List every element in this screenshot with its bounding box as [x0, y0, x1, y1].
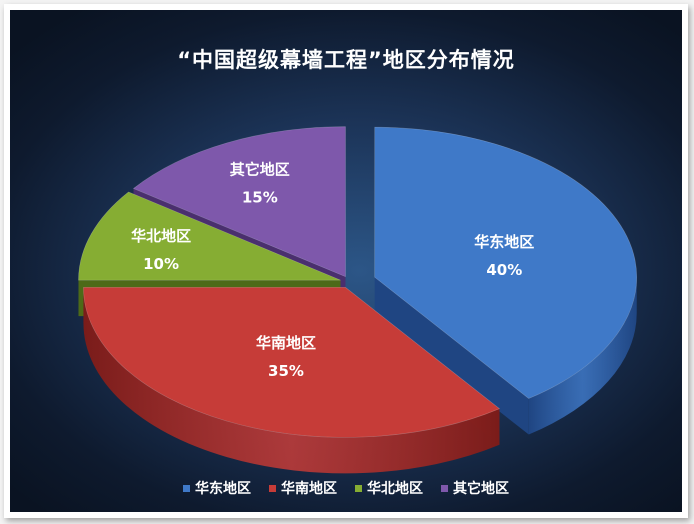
- chart-legend: 华东地区 华南地区 华北地区 其它地区: [10, 478, 682, 498]
- legend-label-east: 华东地区: [195, 481, 251, 497]
- legend-label-north: 华北地区: [367, 481, 423, 497]
- pie-data-labels: 华东地区 40% 华南地区 35% 华北地区 10% 其它地区 15%: [131, 160, 534, 380]
- pie-slice-0: [374, 126, 637, 399]
- pie-label-name-2: 华北地区: [131, 227, 191, 245]
- chart-area: “中国超级幕墙工程”地区分布情况 华东地区 40% 华南地区 35% 华北地区 10% 其它…: [10, 10, 682, 512]
- legend-swatch-other: [441, 484, 448, 492]
- pie-slice-3: [132, 126, 346, 278]
- pie-side-1: [83, 287, 500, 474]
- legend-swatch-east: [183, 484, 190, 492]
- legend-swatch-north: [355, 484, 362, 492]
- pie-cut-0-1: [374, 277, 529, 435]
- chart-frame: “中国超级幕墙工程”地区分布情况 华东地区 40% 华南地区 35% 华北地区 10% 其它…: [4, 4, 688, 518]
- legend-swatch-south: [269, 484, 276, 492]
- legend-item-south: 华南地区: [269, 478, 337, 498]
- pie-label-value-1: 35%: [268, 362, 304, 380]
- pie-top-faces: [78, 126, 637, 438]
- pie-slice-2: [78, 191, 341, 281]
- pie-label-name-3: 其它地区: [230, 160, 290, 178]
- pie-label-name-0: 华东地区: [474, 233, 534, 251]
- chart-title: “中国超级幕墙工程”地区分布情况: [177, 48, 515, 72]
- legend-label-other: 其它地区: [453, 481, 509, 497]
- pie-chart: 华东地区 40% 华南地区 35% 华北地区 10% 其它地区 15%: [78, 126, 637, 474]
- legend-label-south: 华南地区: [281, 481, 337, 497]
- pie-slice-1: [83, 287, 501, 438]
- legend-item-east: 华东地区: [183, 478, 251, 498]
- pie-label-value-3: 15%: [242, 188, 278, 206]
- legend-item-north: 华北地区: [355, 478, 423, 498]
- pie-label-name-1: 华南地区: [256, 334, 316, 352]
- pie-side-0: [528, 277, 637, 435]
- legend-item-other: 其它地区: [441, 478, 509, 498]
- pie-label-value-0: 40%: [486, 261, 522, 279]
- pie-label-value-2: 10%: [143, 255, 179, 273]
